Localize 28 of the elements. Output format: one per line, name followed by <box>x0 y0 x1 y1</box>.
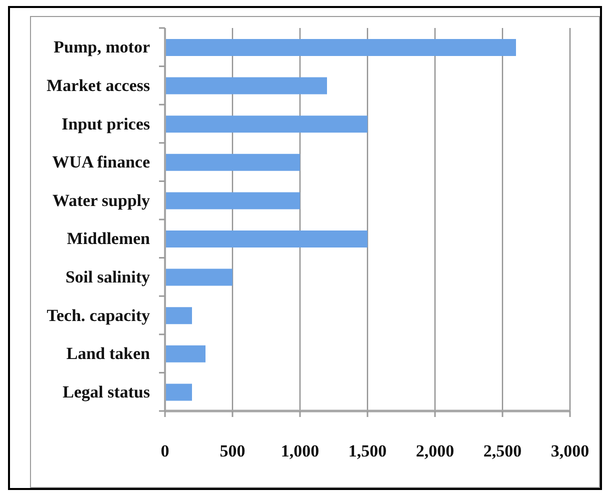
bar <box>165 39 516 56</box>
x-tick-label: 2,000 <box>416 442 454 460</box>
y-tick-label: Middlemen <box>66 229 151 248</box>
y-tick-label: Market access <box>46 76 150 95</box>
bar <box>165 384 192 401</box>
bar <box>165 116 368 133</box>
y-tick-label: Legal status <box>62 382 150 402</box>
y-tick-label: Pump, motor <box>54 38 150 57</box>
x-tick-label: 1,000 <box>280 442 320 460</box>
x-tick-label: 2,500 <box>483 442 522 460</box>
inner-border: 0 500 1,000 1,500 2,000 2,500 3,000 Pump, motor Market access Input prices WUA finance Water supply Middlemen Soil salinity Tech. capacity Land taken Legal status <box>30 16 600 488</box>
y-tick-label: Input prices <box>62 114 150 134</box>
x-tick-label: 1,500 <box>348 442 387 460</box>
y-tick-label: Tech. capacity <box>46 306 150 325</box>
y-tick-label: WUA finance <box>52 152 150 172</box>
bar <box>165 307 192 324</box>
bar <box>165 230 368 248</box>
y-tick-label: Land taken <box>66 344 151 364</box>
bar <box>165 268 232 286</box>
bar <box>165 192 300 210</box>
y-tick-label: Soil salinity <box>65 267 150 286</box>
y-tick-label: Water supply <box>52 190 150 210</box>
bar <box>165 77 327 94</box>
bar <box>165 154 300 171</box>
x-tick-label: 0 <box>160 442 170 460</box>
x-tick-label: 500 <box>220 442 246 460</box>
bar <box>165 345 206 362</box>
x-tick-label: 3,000 <box>550 442 590 460</box>
